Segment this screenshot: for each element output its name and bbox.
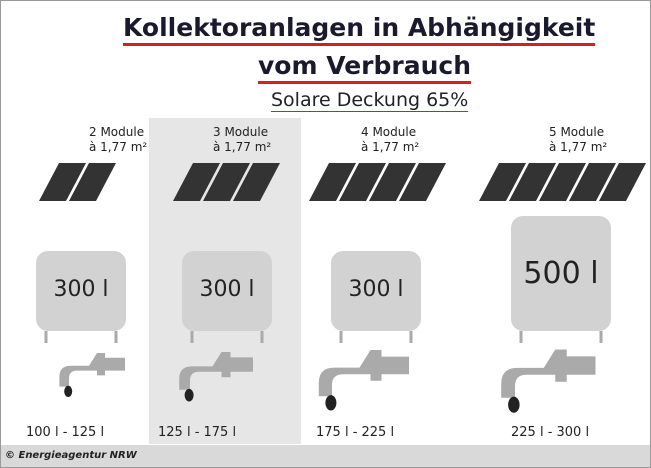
- tap: [319, 350, 409, 396]
- title-line: Kollektoranlagen in Abhängigkeit: [123, 13, 595, 46]
- module-count: 3 Module: [213, 125, 268, 139]
- infographic: Kollektoranlagen in Abhängigkeit vom Ver…: [0, 0, 651, 468]
- subtitle: Solare Deckung 65%: [271, 89, 468, 112]
- module-area: à 1,77 m²: [361, 140, 419, 154]
- title-line: vom Verbrauch: [258, 51, 471, 84]
- tap: [59, 353, 125, 387]
- module-count: 5 Module: [549, 125, 604, 139]
- module-count: 4 Module: [361, 125, 416, 139]
- water-drop: [508, 397, 520, 413]
- module-count: 2 Module: [89, 125, 144, 139]
- tank-volume: 500 l: [523, 256, 598, 291]
- consumption: 100 l - 125 l: [26, 425, 104, 440]
- consumption: 225 l - 300 l: [511, 425, 589, 440]
- module-area: à 1,77 m²: [549, 140, 607, 154]
- tank-volume: 300 l: [199, 277, 254, 302]
- water-drop: [64, 386, 72, 397]
- module-area: à 1,77 m²: [89, 140, 147, 154]
- consumption: 175 l - 225 l: [316, 425, 394, 440]
- consumption: 125 l - 175 l: [158, 425, 236, 440]
- tap: [501, 350, 595, 398]
- tank-volume: 300 l: [348, 277, 403, 302]
- water-drop: [185, 389, 194, 402]
- footer: © Energieagentur NRW: [5, 450, 137, 461]
- tank-volume: 300 l: [53, 277, 108, 302]
- water-drop: [325, 395, 336, 410]
- module-area: à 1,77 m²: [213, 140, 271, 154]
